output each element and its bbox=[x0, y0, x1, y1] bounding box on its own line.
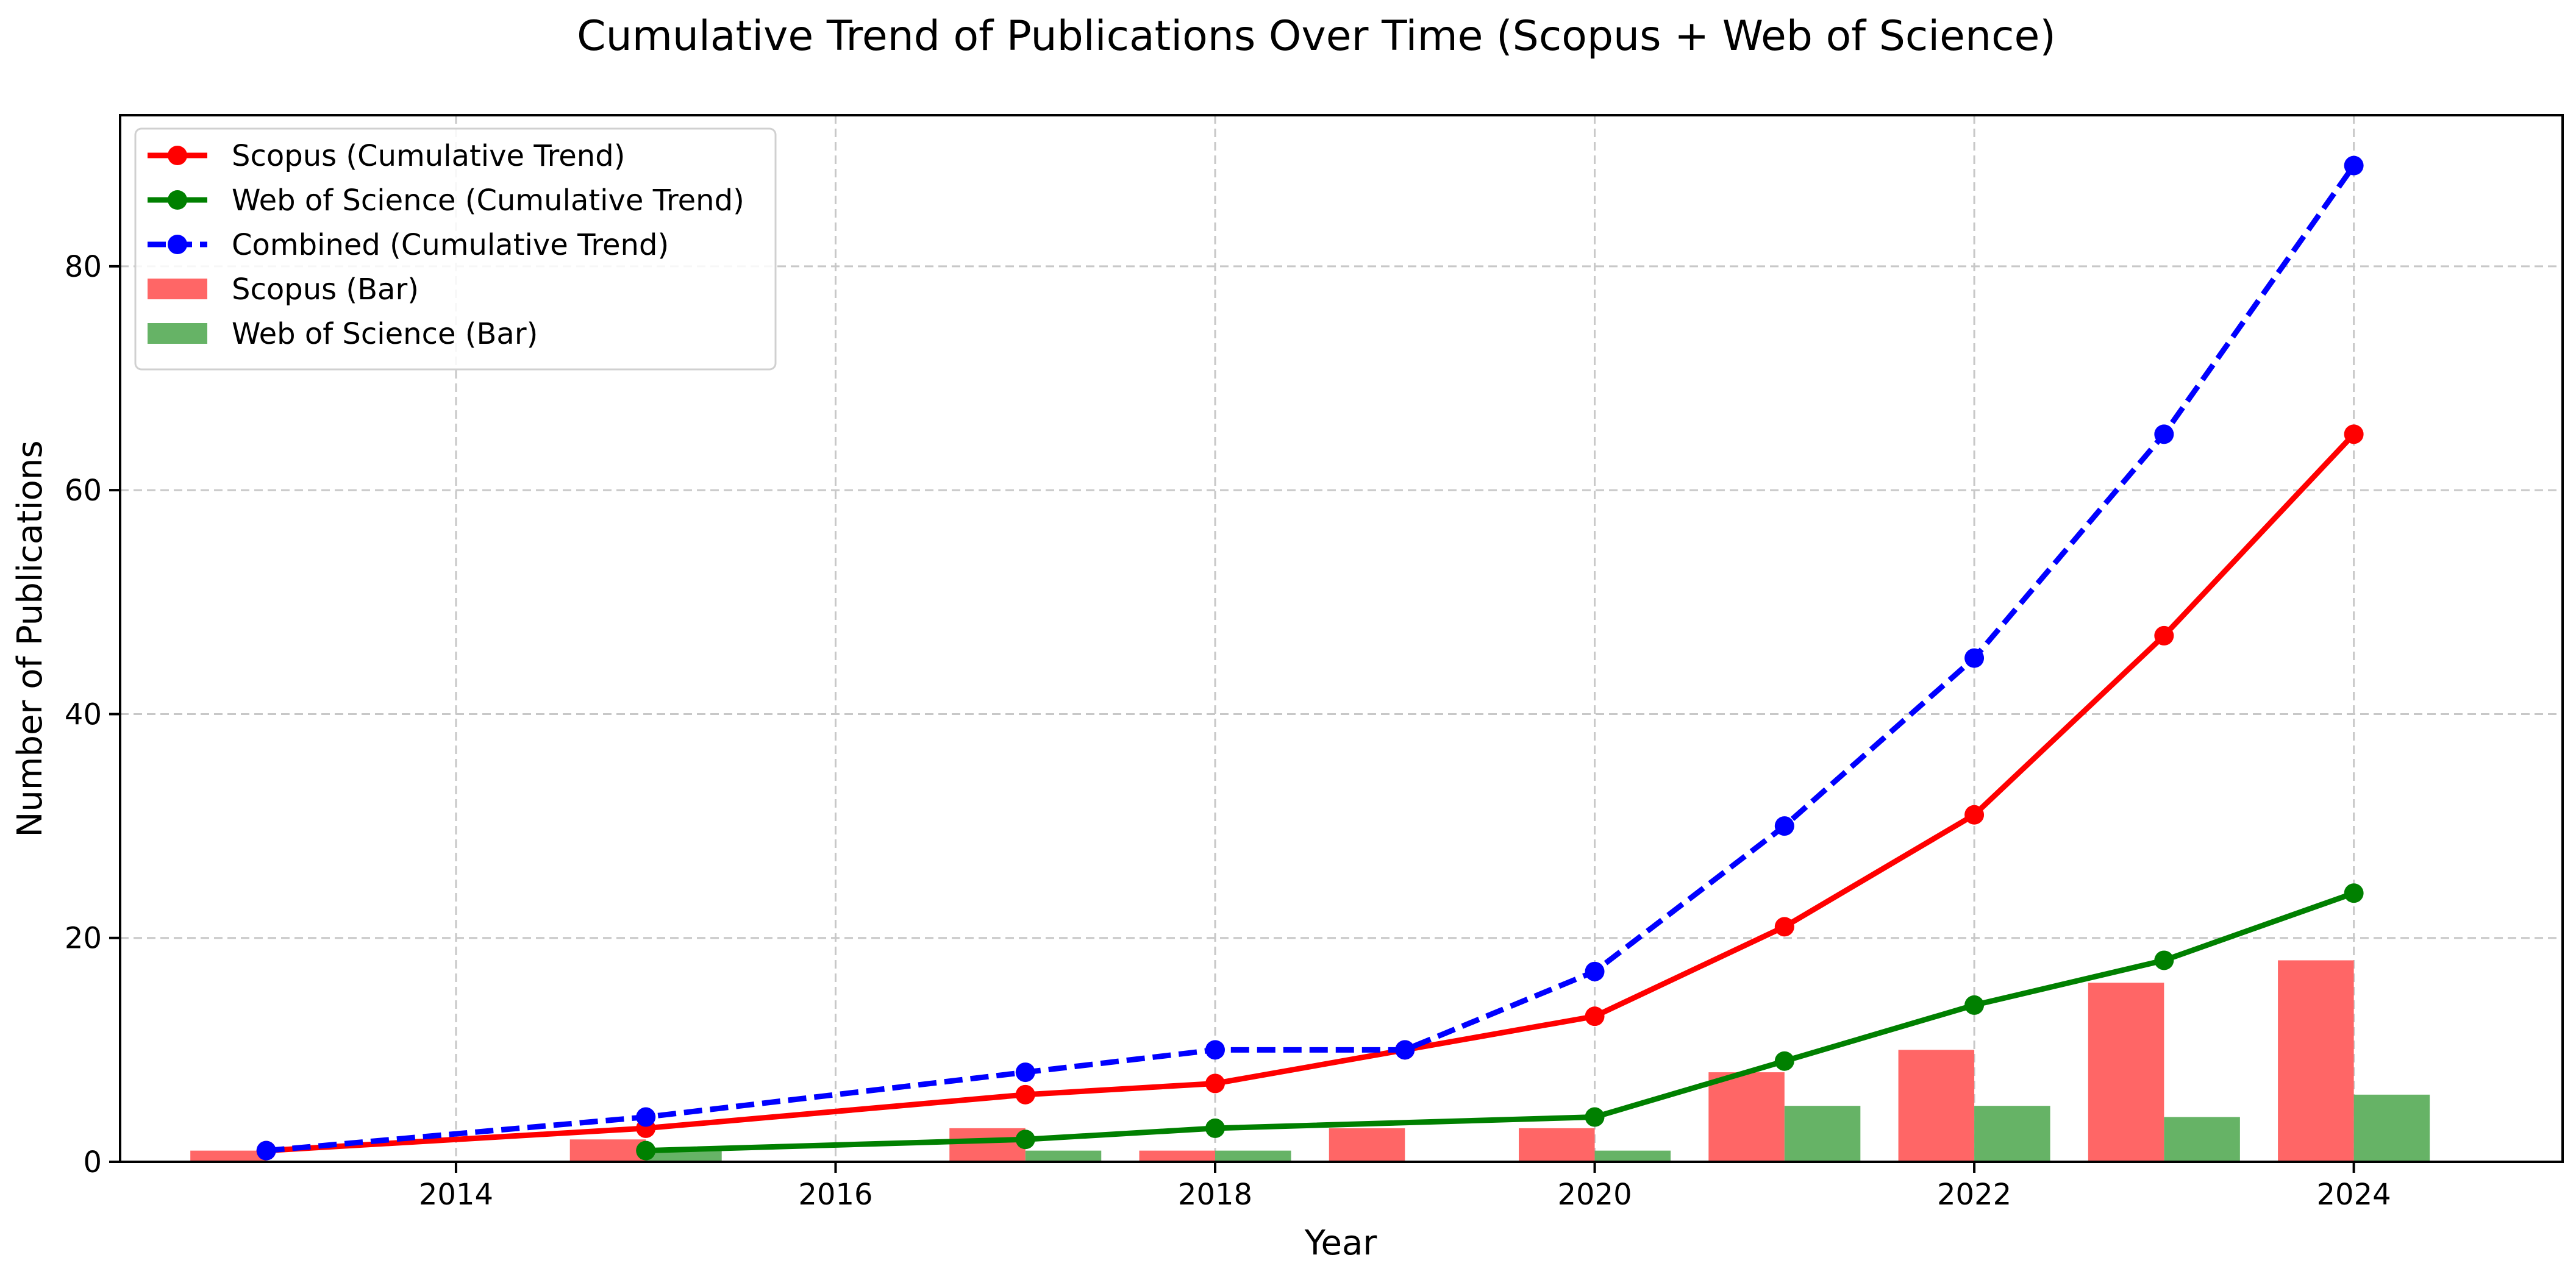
legend-label: Web of Science (Cumulative Trend) bbox=[232, 183, 744, 218]
data-point bbox=[636, 1107, 656, 1127]
y-tick-label: 80 bbox=[65, 250, 102, 284]
legend-entry: Scopus (Cumulative Trend) bbox=[148, 139, 625, 173]
data-point bbox=[1964, 648, 1985, 668]
bar-group-0 bbox=[190, 960, 2354, 1162]
bar bbox=[1784, 1106, 1861, 1162]
bar bbox=[569, 1139, 646, 1162]
legend-entry: Scopus (Bar) bbox=[148, 272, 419, 307]
y-tick-label: 40 bbox=[65, 697, 102, 731]
series-line bbox=[266, 164, 2357, 1154]
legend-marker bbox=[168, 190, 187, 210]
y-axis-label: Number of Publications bbox=[10, 440, 50, 837]
data-point bbox=[1964, 995, 1985, 1015]
chart-title: Cumulative Trend of Publications Over Ti… bbox=[577, 12, 2056, 60]
bar bbox=[1898, 1050, 1975, 1162]
line-series bbox=[256, 155, 2364, 1161]
bar bbox=[2353, 1094, 2430, 1162]
legend-marker bbox=[168, 235, 187, 254]
data-point bbox=[1395, 1040, 1415, 1060]
bar bbox=[2164, 1117, 2240, 1162]
bar bbox=[2278, 960, 2354, 1162]
axes: 2014 2016 2018 2020 2022 2024 0 20 40 60 80 bbox=[65, 114, 2564, 1212]
legend-entry: Web of Science (Bar) bbox=[148, 317, 538, 351]
x-tick-label: 2018 bbox=[1178, 1178, 1252, 1212]
x-tick-label: 2014 bbox=[419, 1178, 493, 1212]
x-axis-label: Year bbox=[1304, 1223, 1378, 1263]
bar bbox=[1519, 1128, 1595, 1162]
legend-label: Combined (Cumulative Trend) bbox=[232, 228, 669, 262]
data-point bbox=[2154, 625, 2174, 646]
data-point bbox=[2154, 424, 2174, 444]
legend-label: Web of Science (Bar) bbox=[232, 317, 538, 351]
legend-label: Scopus (Cumulative Trend) bbox=[232, 139, 625, 173]
data-point bbox=[1205, 1118, 1226, 1138]
legend: Scopus (Cumulative Trend) Web of Science … bbox=[134, 127, 777, 371]
bar bbox=[1974, 1106, 2050, 1162]
data-point bbox=[1205, 1040, 1226, 1060]
y-tick-label: 20 bbox=[65, 922, 102, 956]
y-tick-label: 0 bbox=[83, 1145, 102, 1179]
x-tick-label: 2020 bbox=[1557, 1178, 1632, 1212]
bar bbox=[1708, 1072, 1785, 1162]
data-point bbox=[1964, 805, 1985, 825]
bar bbox=[646, 1150, 722, 1162]
line-series-2 bbox=[256, 155, 2364, 1161]
bar bbox=[1025, 1150, 1102, 1162]
series-line bbox=[266, 432, 2356, 1154]
legend-bar-swatch bbox=[148, 323, 207, 344]
data-point bbox=[1774, 816, 1794, 836]
x-tick-label: 2024 bbox=[2317, 1178, 2391, 1212]
data-point bbox=[2344, 155, 2364, 176]
x-tick-label: 2022 bbox=[1937, 1178, 2011, 1212]
bar bbox=[1594, 1150, 1671, 1162]
data-point bbox=[1205, 1073, 1226, 1094]
data-point bbox=[1774, 917, 1794, 937]
bar bbox=[949, 1128, 1026, 1162]
legend-bar-swatch bbox=[148, 279, 207, 299]
data-point bbox=[1585, 1006, 1605, 1026]
line-series-1 bbox=[636, 883, 2364, 1161]
legend-label: Scopus (Bar) bbox=[232, 272, 419, 307]
data-point bbox=[256, 1140, 276, 1161]
bar-group-1 bbox=[646, 1094, 2430, 1162]
data-point bbox=[1585, 961, 1605, 981]
data-point bbox=[2344, 424, 2364, 444]
y-tick-label: 60 bbox=[65, 474, 102, 508]
bar bbox=[2088, 983, 2164, 1162]
data-point bbox=[1015, 1130, 1035, 1150]
bar bbox=[1215, 1150, 1291, 1162]
legend-entry: Combined (Cumulative Trend) bbox=[148, 228, 669, 262]
legend-entry: Web of Science (Cumulative Trend) bbox=[148, 183, 744, 218]
plot-frame bbox=[119, 114, 2564, 1163]
bar bbox=[1139, 1150, 1216, 1162]
data-point bbox=[1015, 1084, 1035, 1105]
data-point bbox=[1585, 1107, 1605, 1127]
data-point bbox=[2344, 883, 2364, 903]
x-tick-label: 2016 bbox=[798, 1178, 872, 1212]
data-point bbox=[2154, 950, 2174, 970]
series-line bbox=[646, 891, 2355, 1154]
data-point bbox=[1774, 1051, 1794, 1071]
legend-box bbox=[134, 127, 777, 371]
legend-marker bbox=[168, 146, 187, 165]
bar bbox=[1329, 1128, 1405, 1162]
data-point bbox=[1015, 1062, 1035, 1083]
bar bbox=[190, 1150, 266, 1162]
data-point bbox=[636, 1140, 656, 1161]
bar-series bbox=[190, 960, 2430, 1162]
